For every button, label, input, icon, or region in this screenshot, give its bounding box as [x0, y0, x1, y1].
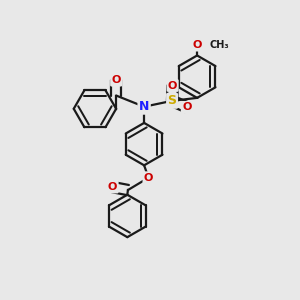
Text: O: O — [192, 40, 202, 50]
Text: O: O — [182, 102, 191, 112]
Text: S: S — [168, 94, 177, 107]
Text: N: N — [139, 100, 149, 113]
Text: O: O — [144, 173, 153, 183]
Text: O: O — [112, 75, 121, 85]
Text: O: O — [108, 182, 117, 192]
Text: O: O — [168, 80, 177, 91]
Text: CH₃: CH₃ — [209, 40, 229, 50]
